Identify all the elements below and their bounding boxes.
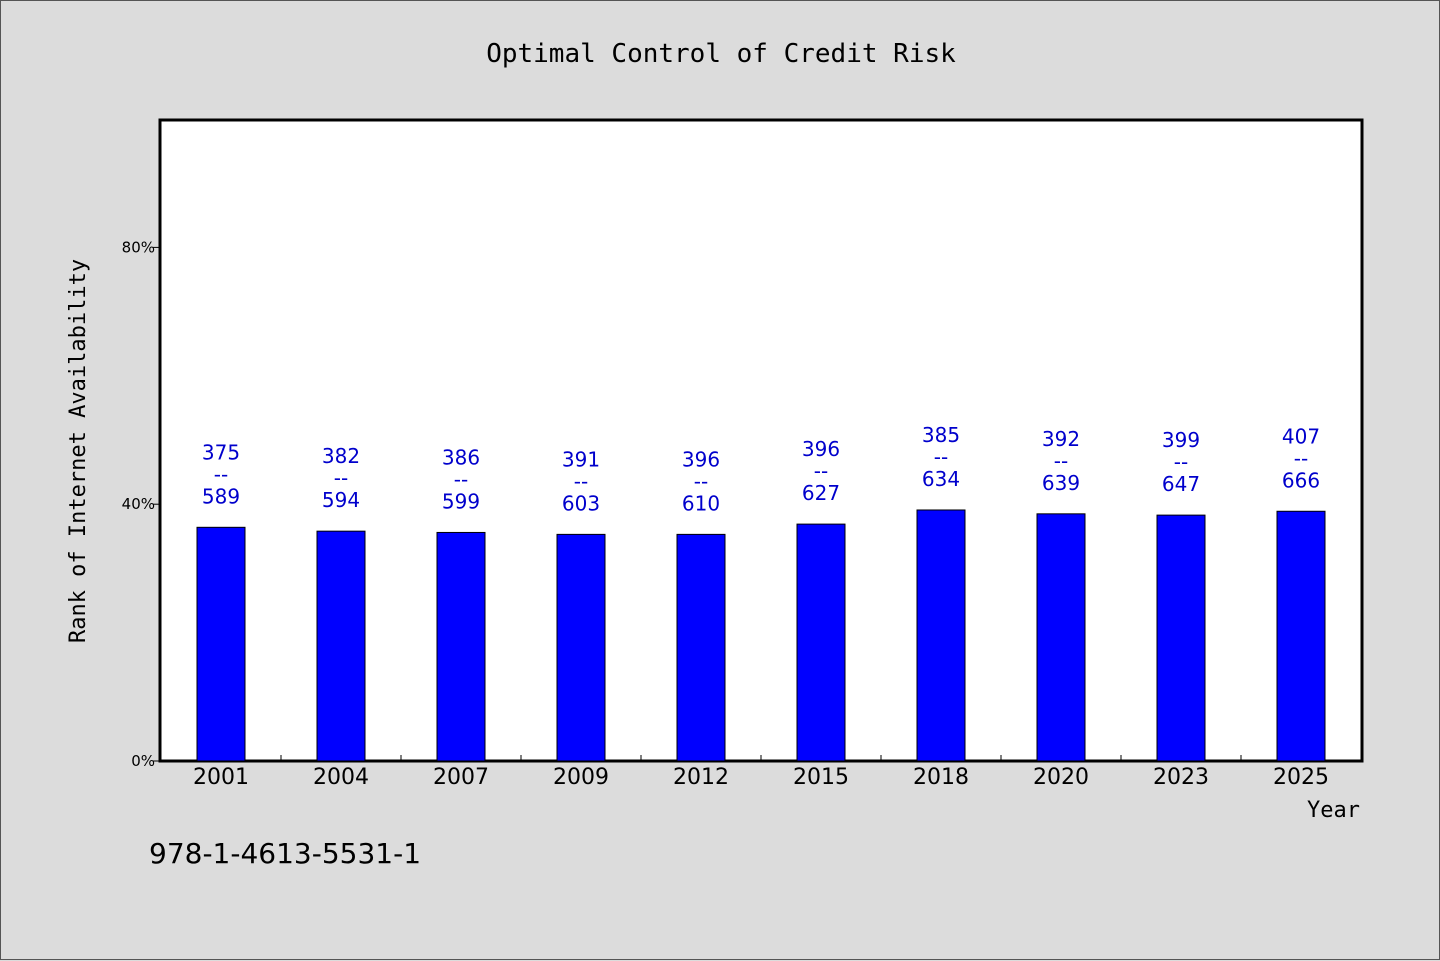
bar-label-top: 386 <box>442 445 480 469</box>
bar-label-top: 392 <box>1042 427 1080 451</box>
x-tick-label: 2015 <box>793 765 849 790</box>
x-tick-label: 2012 <box>673 765 729 790</box>
bar-2018 <box>916 509 966 762</box>
x-tick-label: 2025 <box>1273 765 1329 790</box>
bar-label-top: 382 <box>322 444 360 468</box>
bars-group <box>196 509 1326 762</box>
x-tick-label: 2001 <box>193 765 249 790</box>
x-tick-label: 2023 <box>1153 765 1209 790</box>
bar-2023 <box>1156 514 1206 762</box>
bar-label-bottom: 647 <box>1162 472 1200 496</box>
bar-label-top: 396 <box>682 447 720 471</box>
bar-label-separator: -- <box>574 469 588 493</box>
bar-2025 <box>1276 510 1326 762</box>
x-tick-label: 2020 <box>1033 765 1089 790</box>
bar-label-top: 396 <box>802 437 840 461</box>
y-axis-label: Rank of Internet Availability <box>66 259 91 643</box>
bar-label-bottom: 627 <box>802 481 840 505</box>
bar-2001 <box>196 526 246 762</box>
bar-2004 <box>316 530 366 762</box>
isbn-text: 978-1-4613-5531-1 <box>149 837 421 870</box>
bar-label-separator: -- <box>214 462 228 486</box>
bar-label-bottom: 594 <box>322 488 360 512</box>
bar-2015 <box>796 523 846 762</box>
x-tick-label: 2009 <box>553 765 609 790</box>
bar-label-separator: -- <box>1054 449 1068 473</box>
x-tick-label: 2004 <box>313 765 369 790</box>
bar-label-bottom: 634 <box>922 467 960 491</box>
bar-label-separator: -- <box>334 466 348 490</box>
x-tick-label: 2018 <box>913 765 969 790</box>
x-tick-label: 2007 <box>433 765 489 790</box>
bar-label-separator: -- <box>814 459 828 483</box>
chart-title: Optimal Control of Credit Risk <box>486 39 956 69</box>
bar-label-bottom: 599 <box>442 489 480 513</box>
y-tick-label: 0% <box>131 752 155 770</box>
bar-label-bottom: 603 <box>562 491 600 515</box>
x-axis-label: Year <box>1307 798 1360 823</box>
bar-label-top: 399 <box>1162 428 1200 452</box>
bar-labels-group: 2001375--5892004382--5942007386--5992009… <box>193 423 1329 790</box>
bar-label-top: 407 <box>1282 424 1320 448</box>
bar-2012 <box>676 533 726 762</box>
bar-label-bottom: 639 <box>1042 471 1080 495</box>
bar-2007 <box>436 531 486 762</box>
y-tick-label: 40% <box>122 495 155 513</box>
y-tick-label: 80% <box>122 238 155 256</box>
bar-label-bottom: 666 <box>1282 468 1320 492</box>
bar-label-separator: -- <box>1174 450 1188 474</box>
bar-2009 <box>556 533 606 762</box>
bar-label-bottom: 610 <box>682 491 720 515</box>
bar-label-separator: -- <box>694 469 708 493</box>
bar-label-separator: -- <box>1294 446 1308 470</box>
axis-ticks: 0% 40% 80% <box>122 238 1242 770</box>
bar-label-separator: -- <box>934 445 948 469</box>
bar-label-separator: -- <box>454 467 468 491</box>
bar-2020 <box>1036 513 1086 762</box>
bar-label-top: 385 <box>922 423 960 447</box>
bar-label-top: 391 <box>562 447 600 471</box>
bar-label-bottom: 589 <box>202 484 240 508</box>
bar-label-top: 375 <box>202 440 240 464</box>
